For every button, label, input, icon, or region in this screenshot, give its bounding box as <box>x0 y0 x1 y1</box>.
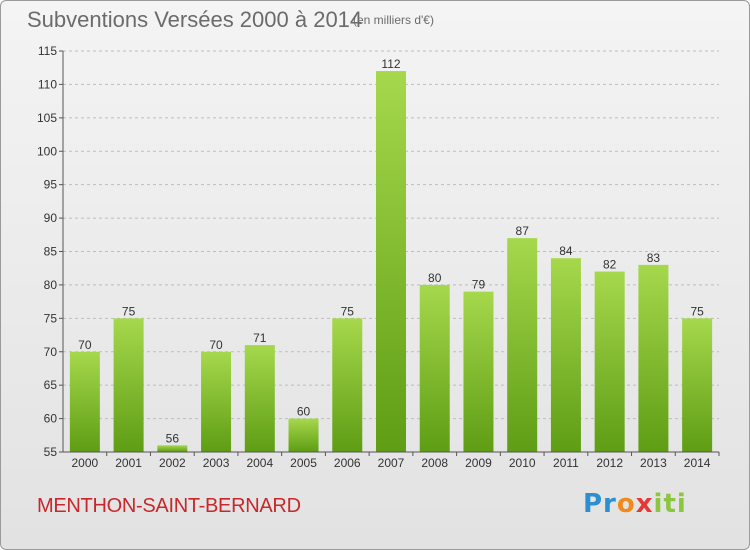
y-tick-label: 100 <box>37 144 57 158</box>
y-tick-label: 75 <box>44 311 58 325</box>
bar-2008 <box>419 284 450 452</box>
y-tick-label: 115 <box>38 44 57 58</box>
y-tick-label: 105 <box>37 111 57 125</box>
x-tick-label: 2001 <box>115 456 142 470</box>
x-tick-label: 2005 <box>290 456 317 470</box>
bar-2014 <box>682 318 713 452</box>
bar-2002 <box>157 445 188 452</box>
data-label: 112 <box>381 57 400 71</box>
bar-2009 <box>463 291 494 452</box>
y-tick-label: 70 <box>44 345 58 359</box>
y-tick-label: 55 <box>44 445 58 459</box>
x-tick-label: 2008 <box>421 456 448 470</box>
x-tick-label: 2004 <box>246 456 273 470</box>
chart-title: Subventions Versées 2000 à 2014 <box>27 7 363 32</box>
data-label: 70 <box>78 338 92 352</box>
bar-2012 <box>594 271 625 452</box>
bar-2011 <box>550 258 581 452</box>
bars <box>69 71 713 453</box>
data-label: 82 <box>603 258 617 272</box>
y-tick-label: 80 <box>44 278 58 292</box>
y-tick-label: 65 <box>44 378 58 392</box>
data-label: 75 <box>341 304 355 318</box>
data-label: 80 <box>428 271 442 285</box>
y-tick-label: 85 <box>44 245 58 259</box>
data-label: 56 <box>166 431 180 445</box>
bar-2005 <box>288 418 319 452</box>
x-tick-label: 2011 <box>553 456 579 470</box>
bar-2006 <box>332 318 363 452</box>
y-tick-label: 90 <box>44 211 58 225</box>
y-tick-labels: 55 60 65 70 75 80 85 90 95 100 105 110 115 <box>37 44 57 459</box>
y-tick-label: 60 <box>44 412 58 426</box>
bar-2010 <box>507 238 538 452</box>
data-label: 60 <box>297 405 311 419</box>
bar-2004 <box>244 345 275 452</box>
x-tick-label: 2002 <box>159 456 186 470</box>
data-label: 83 <box>647 251 661 265</box>
data-labels: 70 75 56 70 71 60 75 112 80 79 87 84 82 83 75 <box>78 57 704 445</box>
commune-name: MENTHON-SAINT-BERNARD <box>37 495 301 517</box>
x-tick-label: 2006 <box>334 456 361 470</box>
proxiti-logo: Proxiti <box>583 489 687 519</box>
y-tick-label: 110 <box>38 77 57 91</box>
x-tick-labels: 2000 2001 2002 2003 2004 2005 2006 2007 2008 2009… <box>72 456 711 470</box>
data-label: 79 <box>472 278 486 292</box>
bar-2001 <box>113 318 144 452</box>
x-tick-label: 2009 <box>465 456 492 470</box>
data-label: 84 <box>559 244 573 258</box>
bar-2000 <box>69 351 100 452</box>
data-label: 70 <box>209 338 223 352</box>
x-tick-label: 2013 <box>640 456 667 470</box>
bar-2007 <box>376 71 406 453</box>
data-label: 75 <box>122 304 136 318</box>
x-tick-label: 2003 <box>203 456 230 470</box>
bar-2003 <box>201 351 232 452</box>
y-tick-label: 95 <box>44 178 58 192</box>
x-tick-label: 2014 <box>684 456 711 470</box>
x-tick-label: 2010 <box>509 456 536 470</box>
data-label: 87 <box>516 224 530 238</box>
axes <box>59 50 720 456</box>
data-label: 71 <box>253 331 267 345</box>
chart-unit-label: (en milliers d'€) <box>353 13 434 27</box>
x-tick-label: 2000 <box>72 456 99 470</box>
x-tick-label: 2007 <box>378 456 405 470</box>
bar-2013 <box>638 264 669 452</box>
data-label: 75 <box>690 304 704 318</box>
x-tick-label: 2012 <box>596 456 623 470</box>
